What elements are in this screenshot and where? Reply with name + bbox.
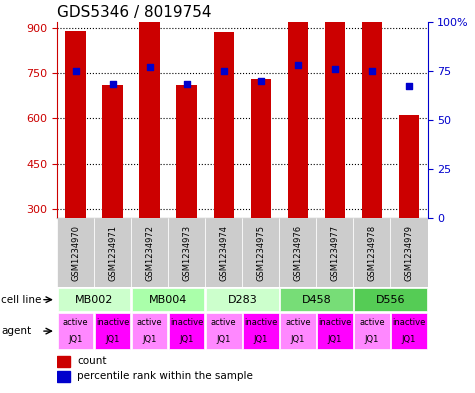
Point [109, 81, 116, 88]
Text: D556: D556 [376, 295, 405, 305]
Bar [280, 313, 315, 349]
Point [72, 68, 79, 74]
Bar [132, 288, 204, 311]
Text: inactive: inactive [96, 318, 129, 327]
Bar [95, 313, 130, 349]
Text: active: active [285, 318, 311, 327]
Bar [58, 288, 130, 311]
Bar [214, 32, 234, 218]
Text: JQ1: JQ1 [142, 335, 157, 344]
Point [294, 62, 302, 68]
Point [257, 77, 265, 84]
Bar [132, 313, 167, 349]
Bar [390, 218, 428, 287]
Bar [140, 16, 160, 218]
Point [368, 68, 376, 74]
Text: GSM1234975: GSM1234975 [256, 224, 265, 281]
Text: GSM1234974: GSM1234974 [219, 224, 228, 281]
Bar [325, 0, 345, 218]
Point [331, 66, 339, 72]
Bar [354, 288, 427, 311]
Text: JQ1: JQ1 [217, 335, 231, 344]
Point [146, 64, 153, 70]
Text: active: active [211, 318, 237, 327]
Point [183, 81, 190, 88]
Bar [94, 218, 131, 287]
Bar [242, 218, 279, 287]
Text: JQ1: JQ1 [402, 335, 416, 344]
Text: inactive: inactive [244, 318, 277, 327]
Bar [243, 313, 278, 349]
Text: GDS5346 / 8019754: GDS5346 / 8019754 [57, 6, 211, 20]
Text: GSM1234971: GSM1234971 [108, 224, 117, 281]
Bar [169, 313, 204, 349]
Text: active: active [137, 318, 162, 327]
Bar [280, 288, 352, 311]
Text: JQ1: JQ1 [180, 335, 194, 344]
Bar [131, 218, 168, 287]
Bar [57, 218, 94, 287]
Text: count: count [77, 356, 107, 366]
Bar [316, 218, 353, 287]
Text: JQ1: JQ1 [365, 335, 379, 344]
Point [220, 68, 228, 74]
Text: GSM1234977: GSM1234977 [331, 224, 339, 281]
Text: GSM1234970: GSM1234970 [71, 224, 80, 281]
Text: agent: agent [1, 326, 31, 336]
Bar [353, 218, 390, 287]
Text: JQ1: JQ1 [254, 335, 268, 344]
Bar [317, 313, 352, 349]
Text: cell line: cell line [1, 295, 41, 305]
Bar [362, 0, 382, 218]
Bar [206, 288, 278, 311]
Bar [177, 85, 197, 218]
Bar [279, 218, 316, 287]
Text: GSM1234978: GSM1234978 [368, 224, 376, 281]
Bar [66, 31, 86, 218]
Bar [205, 218, 242, 287]
Bar [251, 79, 271, 218]
Bar [58, 313, 93, 349]
Bar [206, 313, 241, 349]
Bar [288, 0, 308, 218]
Text: MB002: MB002 [75, 295, 113, 305]
Text: JQ1: JQ1 [328, 335, 342, 344]
Bar [57, 371, 70, 382]
Text: inactive: inactive [392, 318, 426, 327]
Bar [391, 313, 427, 349]
Bar [399, 115, 419, 218]
Text: GSM1234976: GSM1234976 [294, 224, 302, 281]
Text: inactive: inactive [318, 318, 352, 327]
Text: GSM1234972: GSM1234972 [145, 224, 154, 281]
Text: D283: D283 [228, 295, 257, 305]
Text: active: active [359, 318, 385, 327]
Bar [168, 218, 205, 287]
Text: JQ1: JQ1 [68, 335, 83, 344]
Text: D458: D458 [302, 295, 331, 305]
Point [405, 83, 413, 90]
Bar [103, 85, 123, 218]
Text: GSM1234979: GSM1234979 [405, 224, 413, 281]
Bar [57, 356, 70, 367]
Text: percentile rank within the sample: percentile rank within the sample [77, 371, 253, 381]
Text: active: active [63, 318, 88, 327]
Bar [354, 313, 390, 349]
Text: GSM1234973: GSM1234973 [182, 224, 191, 281]
Text: JQ1: JQ1 [105, 335, 120, 344]
Text: JQ1: JQ1 [291, 335, 305, 344]
Text: MB004: MB004 [149, 295, 187, 305]
Text: inactive: inactive [170, 318, 203, 327]
